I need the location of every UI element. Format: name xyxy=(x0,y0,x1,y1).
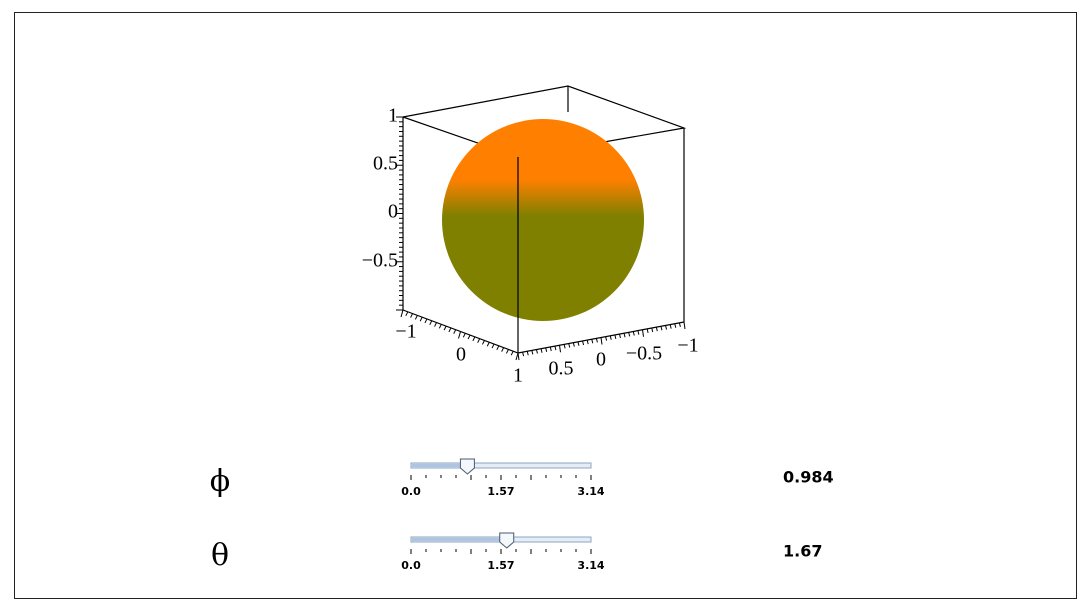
minor-tick xyxy=(486,342,490,347)
minor-tick xyxy=(505,349,509,354)
minor-tick xyxy=(448,327,452,333)
x-label: 1 xyxy=(513,365,523,387)
axis-ticks xyxy=(396,116,686,361)
minor-tick xyxy=(674,323,677,328)
z-label: 0.5 xyxy=(373,153,398,175)
minor-tick xyxy=(522,352,525,357)
minor-tick xyxy=(591,339,594,344)
minor-tick xyxy=(540,348,543,353)
minor-tick xyxy=(467,334,471,340)
tick-label: 0.0 xyxy=(401,559,421,572)
minor-tick xyxy=(462,333,466,338)
minor-tick xyxy=(496,345,500,351)
minor-tick xyxy=(600,337,603,345)
minor-tick xyxy=(410,313,414,318)
slider-value: 0.984 xyxy=(783,468,834,487)
tick-label: 0.0 xyxy=(401,485,421,498)
minor-tick xyxy=(477,338,481,343)
x-label: −1 xyxy=(395,321,416,343)
minor-tick xyxy=(646,328,649,334)
minor-tick xyxy=(651,327,654,333)
slider-thumb[interactable] xyxy=(459,458,475,475)
minor-tick xyxy=(577,341,580,346)
minor-tick xyxy=(472,336,476,342)
slider-fill xyxy=(412,464,469,467)
minor-tick xyxy=(443,325,447,331)
minor-tick xyxy=(517,352,520,361)
minor-tick xyxy=(549,346,552,352)
slider-symbol: ϕ xyxy=(210,464,230,499)
y-label: 0 xyxy=(596,349,606,371)
slider-value: 1.67 xyxy=(783,542,822,561)
x-label: 0 xyxy=(456,344,466,366)
z-label: −0.5 xyxy=(362,250,398,272)
slider-fill xyxy=(412,538,508,541)
minor-tick xyxy=(419,316,423,322)
minor-tick xyxy=(545,347,548,352)
minor-tick xyxy=(628,332,631,337)
minor-tick xyxy=(510,350,514,356)
minor-tick xyxy=(458,331,461,339)
minor-tick xyxy=(660,326,663,331)
minor-tick xyxy=(605,336,608,341)
minor-tick xyxy=(414,315,418,320)
y-label: −0.5 xyxy=(626,343,662,365)
minor-tick xyxy=(614,334,617,340)
minor-tick xyxy=(683,321,686,330)
minor-tick xyxy=(563,344,566,349)
minor-tick xyxy=(582,340,585,346)
minor-tick xyxy=(531,350,534,355)
minor-tick xyxy=(400,309,404,318)
y-label: −1 xyxy=(677,335,698,357)
minor-tick xyxy=(535,349,538,354)
sphere xyxy=(442,119,644,321)
sliders: ϕ 0.0 1.57 3.14 0.984 θ 0.0 1.57 3.14 1.67 xyxy=(210,458,834,573)
minor-tick xyxy=(572,342,575,347)
minor-tick xyxy=(678,322,681,327)
minor-tick xyxy=(642,329,644,337)
tick-label: 3.14 xyxy=(577,559,604,572)
slider-thumb[interactable] xyxy=(499,532,515,549)
minor-tick xyxy=(669,324,672,329)
minor-tick xyxy=(526,351,529,356)
tick-label: 1.57 xyxy=(487,485,514,498)
tick-label: 3.14 xyxy=(577,485,604,498)
z-label: 0 xyxy=(388,201,398,223)
minor-tick xyxy=(482,340,485,345)
minor-tick xyxy=(434,322,437,327)
minor-tick xyxy=(655,327,658,332)
z-label: 1 xyxy=(388,105,398,127)
minor-tick xyxy=(429,320,433,325)
minor-tick xyxy=(491,343,495,349)
minor-tick xyxy=(609,335,612,340)
slider-track[interactable] xyxy=(410,462,592,469)
minor-tick xyxy=(501,347,505,352)
slider-symbol: θ xyxy=(211,538,229,573)
minor-tick xyxy=(623,333,626,338)
minor-tick xyxy=(637,330,640,335)
minor-tick xyxy=(595,338,598,343)
y-label: 0.5 xyxy=(549,358,574,380)
minor-tick xyxy=(665,325,668,330)
minor-tick xyxy=(568,343,571,348)
minor-tick xyxy=(559,345,561,353)
minor-tick xyxy=(586,339,589,345)
tick-label: 1.57 xyxy=(487,559,514,572)
minor-tick xyxy=(632,331,635,336)
minor-tick xyxy=(453,329,457,334)
minor-tick xyxy=(554,345,557,351)
minor-tick xyxy=(618,333,621,339)
minor-tick xyxy=(438,324,442,329)
minor-tick xyxy=(424,318,428,324)
minor-tick xyxy=(405,311,409,317)
